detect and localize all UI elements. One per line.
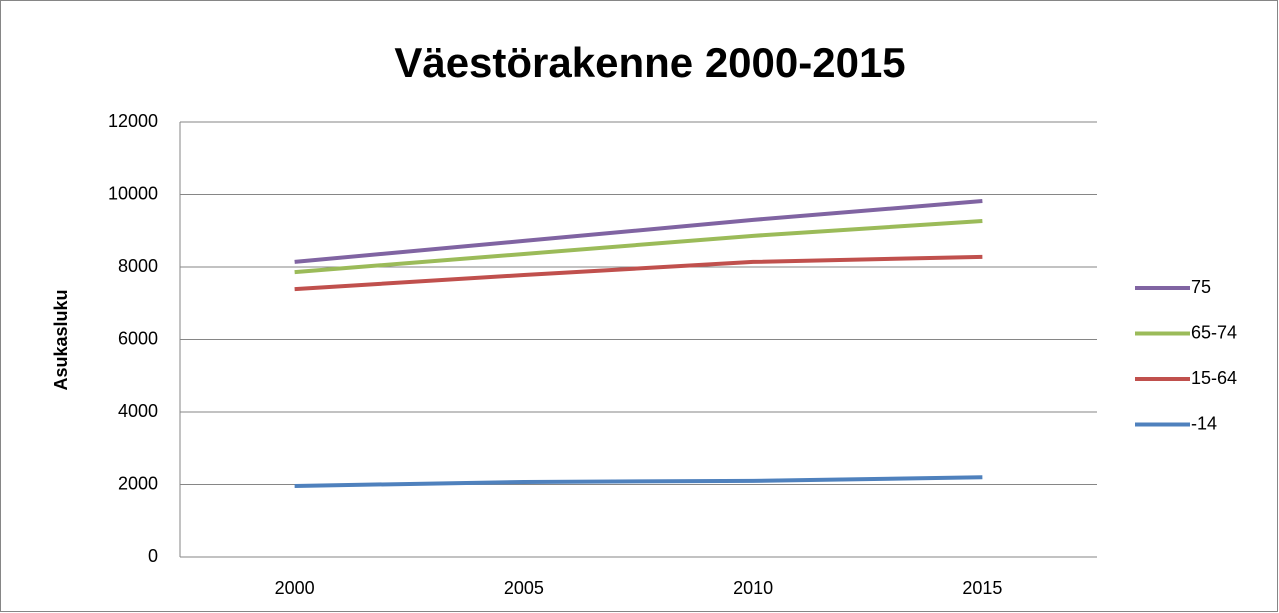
legend-label: -14	[1191, 413, 1217, 433]
series-line	[294, 475, 983, 488]
series-line	[294, 218, 983, 275]
y-tick-label: 6000	[118, 328, 158, 348]
legend-label: 75	[1191, 277, 1211, 297]
series-line	[294, 199, 983, 264]
series-line	[294, 254, 983, 292]
x-tick-label: 2000	[275, 578, 315, 598]
y-tick-label: 12000	[108, 111, 158, 131]
y-tick-label: 4000	[118, 401, 158, 421]
legend-label: 15-64	[1191, 368, 1237, 388]
y-tick-label: 8000	[118, 256, 158, 276]
y-tick-label: 2000	[118, 473, 158, 493]
x-tick-label: 2015	[962, 578, 1002, 598]
y-tick-label: 10000	[108, 183, 158, 203]
x-tick-label: 2005	[504, 578, 544, 598]
y-tick-label: 0	[148, 546, 158, 566]
legend-label: 65-74	[1191, 322, 1237, 342]
x-tick-label: 2010	[733, 578, 773, 598]
y-axis-label: Asukasluku	[51, 289, 71, 390]
chart-title: Väestörakenne 2000-2015	[394, 39, 905, 86]
